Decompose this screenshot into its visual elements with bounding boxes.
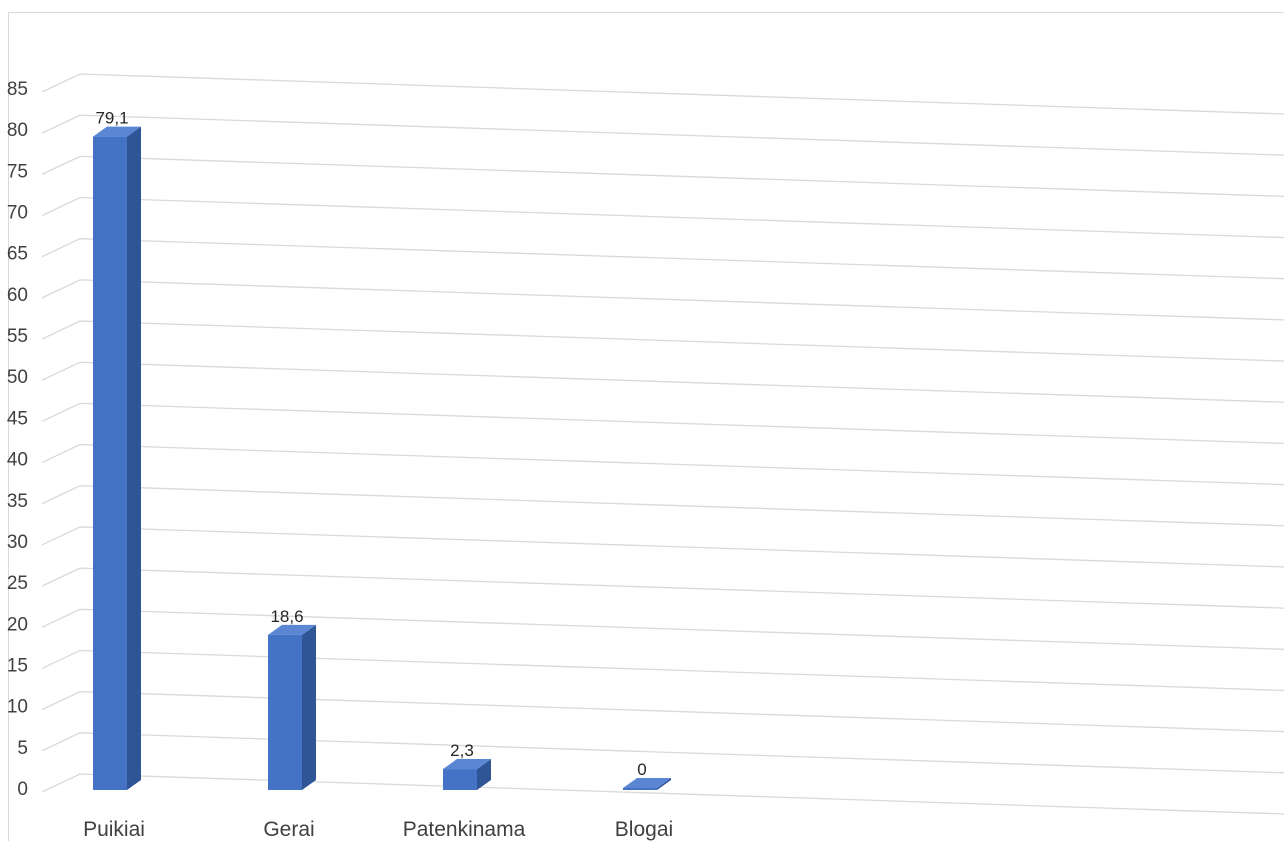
bar-top — [93, 126, 141, 137]
y-tick-label: 5 — [17, 738, 28, 759]
gridline-25 — [41, 567, 1284, 609]
bar-side — [302, 624, 316, 790]
gridline-65 — [41, 238, 1284, 280]
gridline-35 — [41, 485, 1284, 527]
gridline-75 — [41, 155, 1284, 198]
data-label: 18,6 — [270, 607, 303, 626]
gridline-50 — [41, 361, 1284, 403]
bar-front — [623, 788, 657, 790]
gridline-30 — [41, 526, 1284, 568]
data-label: 2,3 — [450, 741, 474, 760]
y-tick-label: 0 — [17, 779, 28, 800]
y-tick-label: 10 — [7, 697, 28, 718]
category-label: Puikiai — [83, 818, 145, 841]
bar-front — [93, 136, 127, 790]
gridline-40 — [41, 443, 1284, 486]
gridline-60 — [41, 279, 1284, 321]
y-tick-label: 15 — [7, 655, 28, 676]
bars — [93, 126, 671, 790]
y-tick-label: 60 — [7, 285, 28, 306]
bar-top — [443, 759, 491, 770]
chart-frame — [8, 12, 1284, 841]
bar-puikiai — [93, 126, 141, 790]
gridline-0 — [41, 773, 1284, 815]
bar-top — [623, 778, 671, 788]
gridline-55 — [41, 320, 1284, 362]
y-tick-label: 55 — [7, 326, 28, 347]
y-tick-label: 20 — [7, 614, 28, 635]
y-tick-label: 75 — [7, 161, 28, 182]
gridline-85 — [41, 73, 1284, 115]
y-tick-label: 30 — [7, 532, 28, 553]
y-tick-label: 70 — [7, 203, 28, 224]
category-labels: Puikiai Gerai Patenkinama Blogai — [83, 818, 673, 841]
data-labels: 79,1 18,6 2,3 0 — [95, 109, 646, 779]
bar-top — [268, 624, 316, 635]
gridlines — [41, 73, 1284, 815]
category-label: Patenkinama — [403, 818, 526, 841]
bar-side — [127, 126, 141, 790]
gridline-45 — [41, 402, 1284, 445]
category-label: Gerai — [263, 818, 314, 841]
bar-patenkinama — [443, 759, 491, 790]
gridline-15 — [41, 649, 1284, 692]
y-tick-label: 45 — [7, 408, 28, 429]
gridline-5 — [41, 732, 1284, 774]
data-label: 0 — [637, 760, 646, 779]
gridline-10 — [41, 690, 1284, 733]
y-tick-label: 80 — [7, 120, 28, 141]
gridline-20 — [41, 608, 1284, 650]
y-tick-label: 25 — [7, 573, 28, 594]
data-label: 79,1 — [95, 109, 128, 128]
gridline-70 — [41, 196, 1284, 239]
bar-front — [268, 634, 302, 790]
gridline-80 — [41, 114, 1284, 156]
y-tick-label: 85 — [7, 79, 28, 100]
bar-side — [657, 778, 671, 790]
bar-front — [443, 769, 477, 790]
category-label: Blogai — [615, 818, 673, 841]
bar-blogai — [623, 778, 671, 790]
bar-gerai — [268, 624, 316, 790]
y-tick-label: 40 — [7, 450, 28, 471]
y-axis-ticks: 0 5 10 15 20 25 30 35 40 45 50 55 60 65 70 75 80 85 — [7, 79, 28, 800]
y-tick-label: 50 — [7, 367, 28, 388]
y-tick-label: 35 — [7, 491, 28, 512]
bar-side — [477, 759, 491, 790]
y-tick-label: 65 — [7, 244, 28, 265]
